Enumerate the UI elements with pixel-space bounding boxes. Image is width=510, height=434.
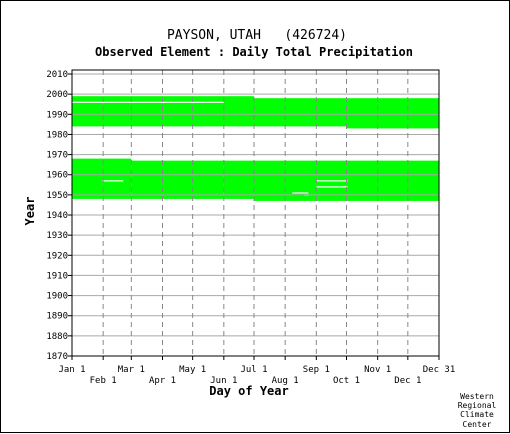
y-tick-label-2010: 2010 [46,70,68,80]
coverage-block-2 [223,160,254,199]
y-tick-label-1880: 1880 [46,332,68,342]
coverage-gap-3 [316,186,348,188]
coverage-block-5 [253,98,347,127]
x-tick-label-152: Jun 1 [210,376,237,386]
x-tick-labels-row2: Feb 1 Apr 1 Jun 1 Aug 1 Oct 1 Dec 1 [90,356,421,386]
coverage-block-6 [346,98,439,129]
y-tick-label-2000: 2000 [46,90,68,100]
y-tick-label-1960: 1960 [46,171,68,181]
y-tick-label-1890: 1890 [46,312,68,322]
coverage-blocks [72,96,439,201]
y-tick-label-1920: 1920 [46,251,68,261]
y-tick-label-1980: 1980 [46,130,68,140]
coverage-gap-1 [102,180,124,182]
y-tick-label-1900: 1900 [46,292,68,302]
chart-subtitle: Observed Element : Daily Total Precipita… [95,45,413,59]
y-tick-labels: 1870 1880 1890 1900 1910 1920 1930 1940 1950 1960… [46,70,68,362]
y-axis-label: Year [23,197,37,226]
x-tick-label-182: Jul 1 [240,365,267,375]
vertical-gridlines [102,70,409,356]
x-tick-labels-row1: Jan 1 Mar 1 May 1 Jul 1 Sep 1 Nov 1 Dec 31 [58,356,455,375]
y-tick-label-1970: 1970 [46,151,68,161]
x-tick-label-274: Oct 1 [333,376,360,386]
coverage-block-4 [72,96,254,127]
chart-title: PAYSON, UTAH (426724) [167,28,347,43]
x-axis-label: Day of Year [209,384,288,398]
y-tick-label-1910: 1910 [46,271,68,281]
coverage-gap-0 [72,101,224,103]
y-tick-label-1950: 1950 [46,191,68,201]
coverage-gap-2 [316,180,348,182]
x-tick-label-91: Apr 1 [149,376,176,386]
coverage-gap-4 [292,192,309,194]
x-tick-label-121: May 1 [179,365,206,375]
y-tick-label-1940: 1940 [46,211,68,221]
y-tick-label-1930: 1930 [46,231,68,241]
x-tick-label-213: Aug 1 [272,376,299,386]
credit-line-2: Regional [458,401,497,410]
credit-line-3: Climate [460,410,494,419]
plot-area-border [71,69,440,357]
x-tick-label-366: Dec 31 [423,365,456,375]
credit-line-1: Western [460,392,494,401]
x-tick-label-335: Dec 1 [394,376,421,386]
y-tick-label-1990: 1990 [46,110,68,120]
credit-block: Western Regional Climate Center [458,392,497,429]
y-tick-label-1870: 1870 [46,352,68,362]
credit-line-4: Center [463,420,492,429]
x-tick-label-60: Mar 1 [118,365,145,375]
x-tick-label-1: Jan 1 [58,365,85,375]
x-tick-label-305: Nov 1 [364,365,391,375]
x-tick-label-32: Feb 1 [90,376,117,386]
coverage-block-1 [131,160,224,199]
x-tick-label-244: Sep 1 [303,365,330,375]
coverage-block-0 [72,158,132,199]
